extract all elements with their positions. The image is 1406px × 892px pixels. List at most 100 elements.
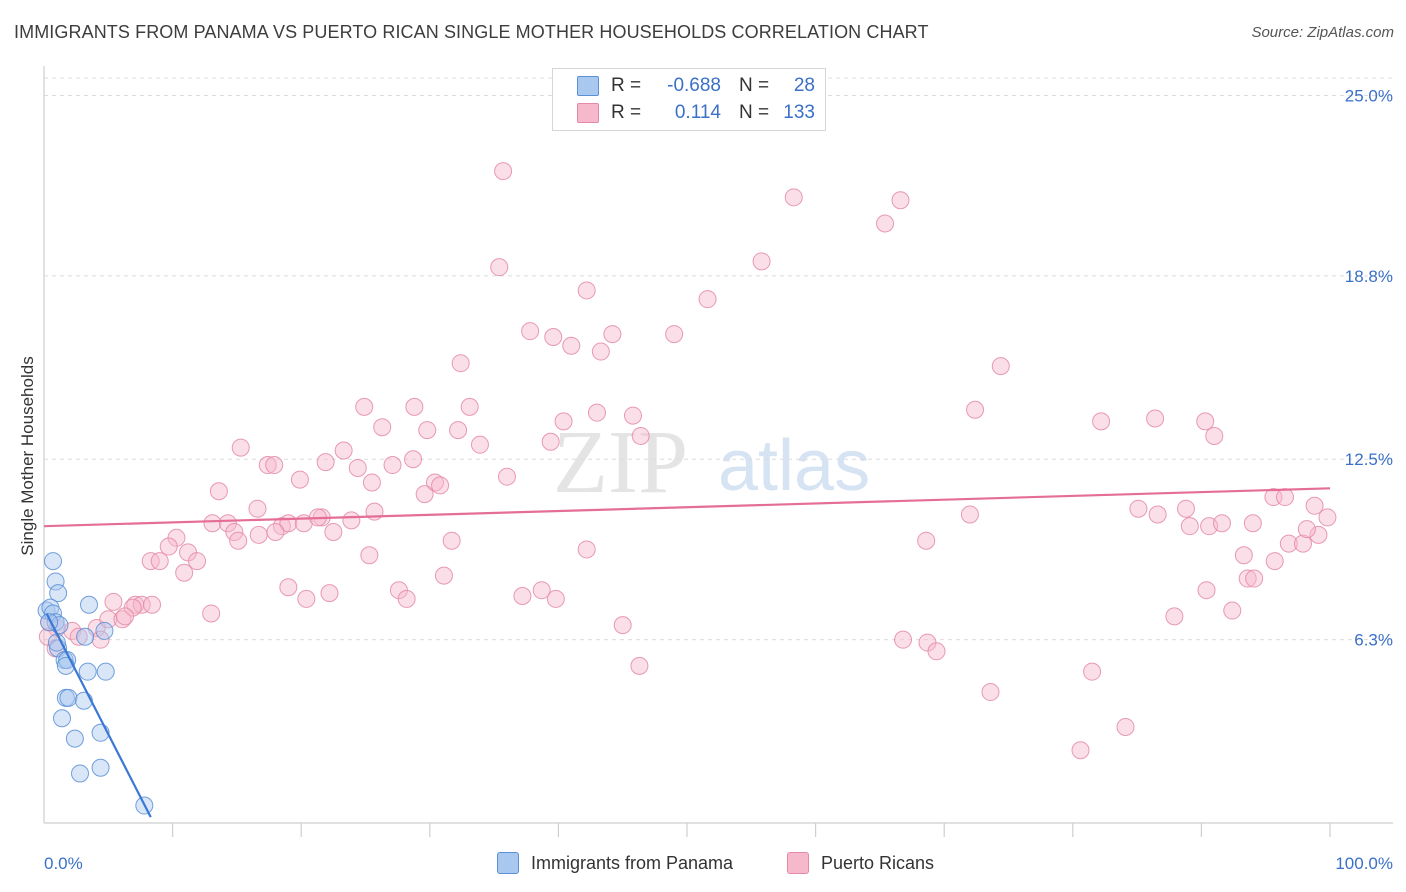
- point-puerto-rican: [591, 342, 610, 361]
- point-puerto-rican: [577, 540, 596, 559]
- point-puerto-rican: [991, 357, 1010, 376]
- n-value: 28: [793, 75, 815, 96]
- point-puerto-rican: [91, 630, 110, 649]
- r-label: R =: [611, 102, 642, 123]
- point-panama: [76, 627, 95, 646]
- point-puerto-rican: [1165, 607, 1184, 626]
- point-puerto-rican: [355, 397, 374, 416]
- point-puerto-rican: [150, 552, 169, 571]
- point-puerto-rican: [1238, 569, 1257, 588]
- point-puerto-rican: [894, 630, 913, 649]
- point-puerto-rican: [434, 566, 453, 585]
- point-puerto-rican: [383, 456, 402, 475]
- y-axis-label: Single Mother Households: [18, 356, 37, 556]
- point-puerto-rican: [1297, 520, 1316, 539]
- legend-swatch-panama: [577, 76, 599, 96]
- points: [37, 162, 1337, 815]
- point-puerto-rican: [113, 610, 132, 629]
- point-puerto-rican: [1265, 552, 1284, 571]
- point-puerto-rican: [404, 450, 423, 469]
- point-puerto-rican: [1092, 412, 1111, 431]
- point-puerto-rican: [431, 476, 450, 495]
- point-puerto-rican: [449, 421, 468, 440]
- point-puerto-rican: [320, 584, 339, 603]
- point-panama: [74, 691, 93, 710]
- point-puerto-rican: [342, 511, 361, 530]
- point-puerto-rican: [266, 522, 285, 541]
- point-puerto-rican: [203, 514, 222, 533]
- y-tick-label: 6.3%: [1354, 631, 1393, 650]
- point-puerto-rican: [1318, 508, 1337, 527]
- point-puerto-rican: [470, 435, 489, 454]
- point-puerto-rican: [1180, 517, 1199, 536]
- legend-item-panama[interactable]: Immigrants from Panama: [497, 852, 733, 874]
- point-puerto-rican: [425, 473, 444, 492]
- point-puerto-rican: [225, 522, 244, 541]
- point-puerto-rican: [1243, 514, 1262, 533]
- point-panama: [46, 572, 65, 591]
- x-tick-label: 100.0%: [1335, 854, 1393, 873]
- point-puerto-rican: [494, 162, 513, 181]
- point-puerto-rican: [397, 589, 416, 608]
- point-puerto-rican: [497, 467, 516, 486]
- point-puerto-rican: [1197, 581, 1216, 600]
- point-puerto-rican: [1234, 546, 1253, 565]
- trend-line-panama: [45, 612, 152, 818]
- point-puerto-rican: [348, 458, 367, 477]
- point-puerto-rican: [188, 552, 207, 571]
- point-puerto-rican: [279, 578, 298, 597]
- r-value: -0.688: [667, 75, 721, 96]
- point-puerto-rican: [1223, 601, 1242, 620]
- point-puerto-rican: [1116, 717, 1135, 736]
- correlation-legend: R = -0.688 N = 28 R = 0.114 N = 133: [552, 68, 826, 131]
- point-puerto-rican: [665, 325, 684, 344]
- point-puerto-rican: [521, 322, 540, 341]
- legend-label-panama: Immigrants from Panama: [531, 852, 734, 873]
- r-label: R =: [611, 75, 642, 96]
- point-puerto-rican: [490, 258, 509, 277]
- point-panama: [71, 764, 90, 783]
- point-puerto-rican: [360, 546, 379, 565]
- series-legend: Immigrants from Panama Puerto Ricans: [0, 852, 1406, 878]
- point-panama: [65, 729, 84, 748]
- legend-item-puerto-rican[interactable]: Puerto Ricans: [787, 852, 934, 874]
- point-panama: [53, 709, 72, 728]
- point-puerto-rican: [229, 531, 248, 550]
- point-puerto-rican: [1212, 514, 1231, 533]
- point-puerto-rican: [917, 531, 936, 550]
- point-puerto-rican: [1293, 534, 1312, 553]
- point-puerto-rican: [373, 418, 392, 437]
- point-panama: [95, 621, 114, 640]
- point-puerto-rican: [415, 485, 434, 504]
- source-label: Source: ZipAtlas.com: [1251, 24, 1394, 41]
- point-puerto-rican: [442, 531, 461, 550]
- y-tick-label: 12.5%: [1345, 450, 1393, 469]
- point-puerto-rican: [1205, 426, 1224, 445]
- point-puerto-rican: [248, 499, 267, 518]
- n-label: N =: [739, 102, 770, 123]
- chart-title: IMMIGRANTS FROM PANAMA VS PUERTO RICAN S…: [14, 22, 929, 42]
- legend-row-puerto-rican: R = 0.114 N = 133: [577, 101, 815, 125]
- point-puerto-rican: [876, 214, 895, 233]
- point-puerto-rican: [1196, 412, 1215, 431]
- point-panama: [56, 656, 75, 675]
- point-puerto-rican: [603, 325, 622, 344]
- point-puerto-rican: [297, 589, 316, 608]
- trend-lines: [43, 487, 1331, 818]
- y-tick-labels: 6.3% 12.5% 18.8% 25.0%: [1345, 86, 1393, 649]
- point-puerto-rican: [577, 281, 596, 300]
- x-tick-labels: 0.0% 100.0%: [44, 854, 1393, 873]
- point-puerto-rican: [698, 290, 717, 309]
- point-puerto-rican: [141, 552, 160, 571]
- point-puerto-rican: [1245, 569, 1264, 588]
- point-puerto-rican: [613, 616, 632, 635]
- point-puerto-rican: [546, 589, 565, 608]
- point-puerto-rican: [116, 607, 135, 626]
- point-puerto-rican: [104, 592, 123, 611]
- point-puerto-rican: [316, 453, 335, 472]
- point-puerto-rican: [960, 505, 979, 524]
- point-puerto-rican: [541, 432, 560, 451]
- point-puerto-rican: [405, 397, 424, 416]
- point-puerto-rican: [981, 683, 1000, 702]
